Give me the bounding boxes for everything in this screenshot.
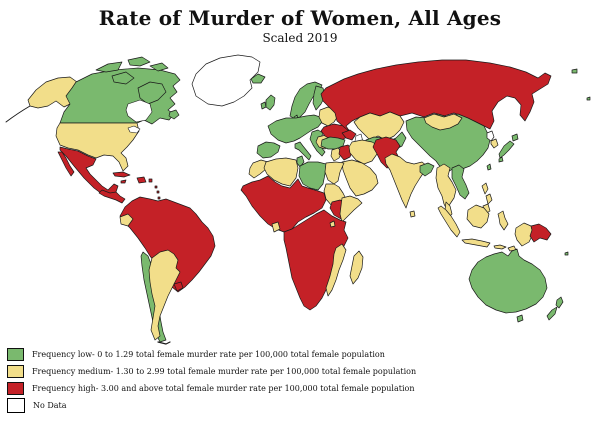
region-jamaica <box>120 179 127 184</box>
region-iberia <box>256 141 281 159</box>
region-newfoundland <box>168 109 180 120</box>
region-baja-california <box>57 151 75 177</box>
hudson-bay <box>125 99 153 123</box>
region-russia <box>320 59 552 133</box>
legend-swatch-high <box>7 382 24 395</box>
legend-swatch-no-data <box>7 398 25 413</box>
region-algeria <box>263 157 299 187</box>
region-uruguay <box>173 281 184 292</box>
region-italy <box>294 141 312 161</box>
region-ukraine <box>320 123 351 142</box>
region-victoria-island <box>111 71 135 85</box>
region-myanmar-thailand <box>435 163 457 211</box>
legend-label-high: Frequency high- 3.00 and above total fem… <box>32 384 415 393</box>
region-sumatra <box>437 205 461 238</box>
legend-row-high: Frequency high- 3.00 and above total fem… <box>7 380 427 397</box>
region-java <box>461 238 491 248</box>
region-arctic-islands <box>95 61 123 73</box>
region-madagascar <box>349 250 364 285</box>
region-mozambique <box>325 243 347 297</box>
legend-label-low: Frequency low- 0 to 1.29 total female mu… <box>32 350 385 359</box>
region-baffin-island <box>137 81 167 105</box>
legend-row-medium: Frequency medium- 1.30 to 2.99 total fem… <box>7 363 427 380</box>
region-lesser-sunda <box>493 244 517 252</box>
region-india <box>384 153 428 209</box>
aleutian-islands-line <box>5 105 31 123</box>
region-ecuador <box>119 213 134 227</box>
region-new-zealand-north <box>555 296 564 309</box>
legend-label-medium: Frequency medium- 1.30 to 2.99 total fem… <box>32 367 417 376</box>
region-kazakhstan <box>353 111 405 141</box>
region-sri-lanka <box>409 210 416 218</box>
region-west-africa <box>240 175 327 233</box>
map-title: Rate of Murder of Women, All Ages <box>98 6 502 30</box>
region-lesser-antilles <box>154 185 161 200</box>
region-uk <box>265 94 276 111</box>
region-japan-hokkaido <box>511 133 519 142</box>
region-japan-kyushu <box>498 156 504 163</box>
region-vietnam-laos <box>451 164 470 200</box>
legend-swatch-low <box>7 348 24 361</box>
region-north-korea <box>486 130 495 142</box>
region-argentina-paraguay <box>148 249 181 341</box>
region-iceland <box>250 73 266 84</box>
region-caucasus <box>341 129 357 141</box>
region-australia <box>468 248 548 314</box>
legend-label-no-data: No Data <box>33 401 67 410</box>
region-ireland <box>260 101 267 110</box>
region-new-zealand-south <box>546 306 558 321</box>
legend-row-low: Frequency low- 0 to 1.29 total female mu… <box>7 346 427 363</box>
region-somalia <box>339 195 363 223</box>
region-tasmania <box>516 314 524 323</box>
region-greenland <box>191 54 261 107</box>
region-sulawesi <box>497 210 509 231</box>
region-iran <box>348 139 380 165</box>
region-pacific-islands <box>564 68 591 256</box>
region-arabian-peninsula <box>341 159 379 197</box>
region-usa <box>55 122 140 172</box>
region-borneo <box>466 204 490 229</box>
region-mexico <box>59 146 119 197</box>
region-egypt <box>324 161 345 185</box>
region-papua-new-guinea <box>529 223 552 243</box>
region-hispaniola <box>136 176 147 184</box>
legend-row-no-data: No Data <box>7 397 427 414</box>
region-morocco <box>248 159 269 179</box>
region-arctic-islands <box>149 62 169 72</box>
map-subtitle: Scaled 2019 <box>262 31 338 45</box>
region-uganda <box>329 220 336 228</box>
region-west-new-guinea <box>514 222 534 247</box>
region-nepal-bangladesh <box>419 162 435 177</box>
great-lakes <box>127 125 141 134</box>
region-central-america <box>98 189 126 204</box>
tierra-del-fuego-line <box>157 341 171 345</box>
region-western-europe <box>267 114 323 144</box>
region-libya <box>298 161 327 191</box>
region-arctic-islands <box>127 56 151 67</box>
region-japan-honshu <box>498 140 515 159</box>
legend-swatch-medium <box>7 365 24 378</box>
region-south-korea <box>490 138 499 149</box>
region-puerto-rico <box>148 178 153 183</box>
region-philippines <box>481 182 493 215</box>
region-finland <box>312 85 326 111</box>
region-mongolia <box>423 113 463 131</box>
region-cuba <box>112 171 131 178</box>
region-taiwan <box>486 163 492 171</box>
region-tunisia <box>296 155 305 168</box>
region-south-america <box>119 196 216 293</box>
region-ghana <box>271 221 281 233</box>
legend: Frequency low- 0 to 1.29 total female mu… <box>7 346 427 414</box>
